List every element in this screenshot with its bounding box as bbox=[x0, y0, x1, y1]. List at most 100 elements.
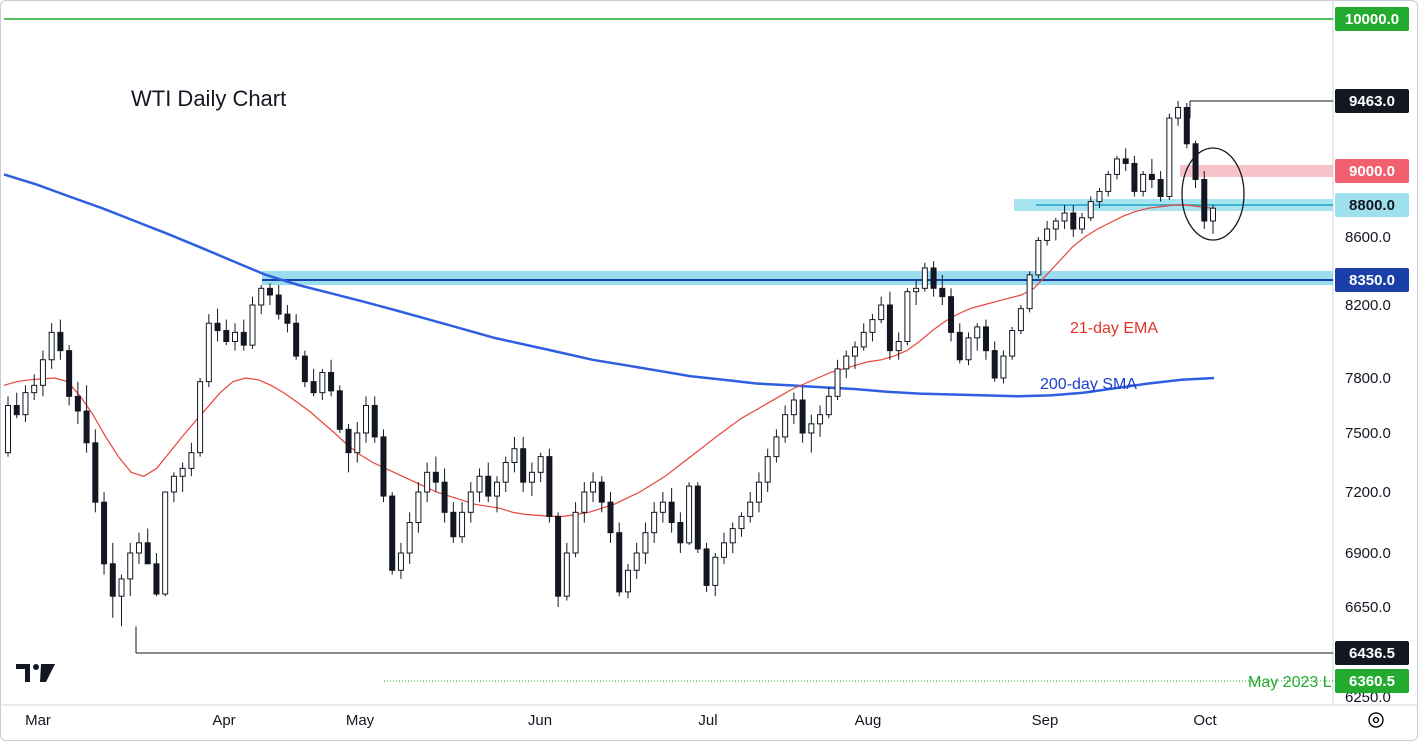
candle-body-down bbox=[293, 322, 300, 357]
candle-body-up bbox=[205, 322, 212, 383]
candle bbox=[319, 368, 326, 400]
candle-body-up bbox=[476, 475, 483, 493]
candle-body-down bbox=[284, 313, 291, 324]
candle-body-up bbox=[1052, 220, 1059, 230]
candle bbox=[939, 274, 946, 305]
candle-body-up bbox=[406, 522, 413, 554]
x-tick-label: Aug bbox=[855, 712, 882, 729]
candle bbox=[738, 512, 745, 537]
candle bbox=[101, 492, 108, 575]
candle bbox=[860, 323, 867, 351]
candle bbox=[275, 285, 282, 320]
x-tick-label: Jun bbox=[528, 712, 552, 729]
candle-body-up bbox=[764, 456, 771, 483]
candle bbox=[607, 492, 614, 543]
candle-body-up bbox=[1166, 117, 1173, 197]
candle-body-up bbox=[22, 392, 29, 416]
candle bbox=[232, 323, 239, 351]
candle-body-up bbox=[48, 331, 55, 361]
candle-body-down bbox=[886, 304, 893, 352]
candle bbox=[13, 392, 20, 419]
candle-body-up bbox=[162, 491, 169, 595]
candle bbox=[1175, 101, 1182, 126]
candle-body-up bbox=[1087, 201, 1094, 219]
candle-body-up bbox=[511, 448, 518, 464]
y-tick-label: 6250.0 bbox=[1345, 689, 1391, 706]
candle bbox=[1052, 217, 1059, 241]
candle-body-up bbox=[624, 569, 631, 593]
candle-body-up bbox=[39, 359, 46, 386]
candle-body-down bbox=[1157, 179, 1164, 197]
candle-body-up bbox=[249, 304, 256, 346]
candle-body-up bbox=[860, 331, 867, 348]
candle-body-up bbox=[1009, 330, 1016, 357]
candle-body-down bbox=[703, 548, 710, 586]
candle-body-down bbox=[66, 350, 73, 397]
price-badge-label: 8350.0 bbox=[1349, 272, 1395, 289]
candle bbox=[930, 261, 937, 297]
candle bbox=[424, 462, 431, 503]
tradingview-logo-icon bbox=[16, 664, 55, 682]
candle-body-down bbox=[930, 267, 937, 289]
candle bbox=[598, 476, 605, 513]
candle-body-up bbox=[851, 346, 858, 357]
y-tick-label: 7500.0 bbox=[1345, 425, 1391, 442]
candle-body-down bbox=[677, 522, 684, 544]
candle-body-up bbox=[773, 436, 780, 458]
candle bbox=[57, 319, 64, 360]
candle bbox=[974, 323, 981, 351]
candle-body-up bbox=[493, 481, 500, 497]
candle bbox=[118, 574, 125, 627]
price-badge-bg bbox=[1335, 193, 1409, 217]
candle-body-up bbox=[642, 532, 649, 554]
candle-body-down bbox=[991, 350, 998, 379]
candle-body-down bbox=[948, 296, 955, 333]
candle-body-up bbox=[354, 432, 361, 454]
candle-body-up bbox=[790, 399, 797, 416]
candle-body-up bbox=[1000, 355, 1007, 379]
price-badge-label: 6436.5 bbox=[1349, 645, 1395, 662]
axes: 8600.0 8200.0 7800.0 7500.0 7200.0 6900.0 6650… bbox=[0, 0, 1418, 729]
y-tick-label: 8600.0 bbox=[1345, 229, 1391, 246]
candle bbox=[92, 429, 99, 513]
candle bbox=[1201, 171, 1208, 229]
candle-body-down bbox=[389, 495, 396, 571]
candle bbox=[1105, 171, 1112, 197]
settings-gear-icon[interactable] bbox=[1368, 712, 1384, 728]
candle-body-down bbox=[555, 515, 562, 597]
candle-body-down bbox=[1148, 173, 1155, 180]
candle bbox=[205, 314, 212, 388]
candle bbox=[590, 472, 597, 503]
candle bbox=[1026, 271, 1033, 313]
candle bbox=[668, 488, 675, 533]
candle-body-up bbox=[659, 501, 666, 513]
candle bbox=[572, 502, 579, 558]
candle-body-down bbox=[607, 501, 614, 534]
candle bbox=[851, 341, 858, 369]
candle-body-down bbox=[1201, 179, 1208, 222]
candle-body-up bbox=[921, 267, 928, 289]
candle bbox=[764, 448, 771, 492]
candle-body-up bbox=[843, 355, 850, 370]
candle-body-down bbox=[310, 381, 317, 394]
candle-body-up bbox=[747, 501, 754, 517]
candle bbox=[170, 472, 177, 503]
candle bbox=[459, 502, 466, 543]
candle bbox=[712, 553, 719, 597]
candle bbox=[5, 396, 11, 457]
candle bbox=[686, 482, 693, 545]
candle bbox=[301, 350, 308, 388]
candle bbox=[467, 482, 474, 523]
candle bbox=[476, 468, 483, 503]
candle-body-down bbox=[109, 563, 116, 597]
price-badge-bg bbox=[1335, 641, 1409, 665]
candle-body-up bbox=[712, 556, 719, 586]
candle-body-down bbox=[982, 326, 989, 352]
candle-body-down bbox=[441, 481, 448, 513]
y-tick-label: 6900.0 bbox=[1345, 545, 1391, 562]
candle-body-up bbox=[1210, 207, 1216, 222]
candle bbox=[389, 492, 396, 575]
candle-body-up bbox=[5, 405, 11, 454]
candle bbox=[380, 429, 387, 503]
candle-body-up bbox=[127, 552, 134, 580]
